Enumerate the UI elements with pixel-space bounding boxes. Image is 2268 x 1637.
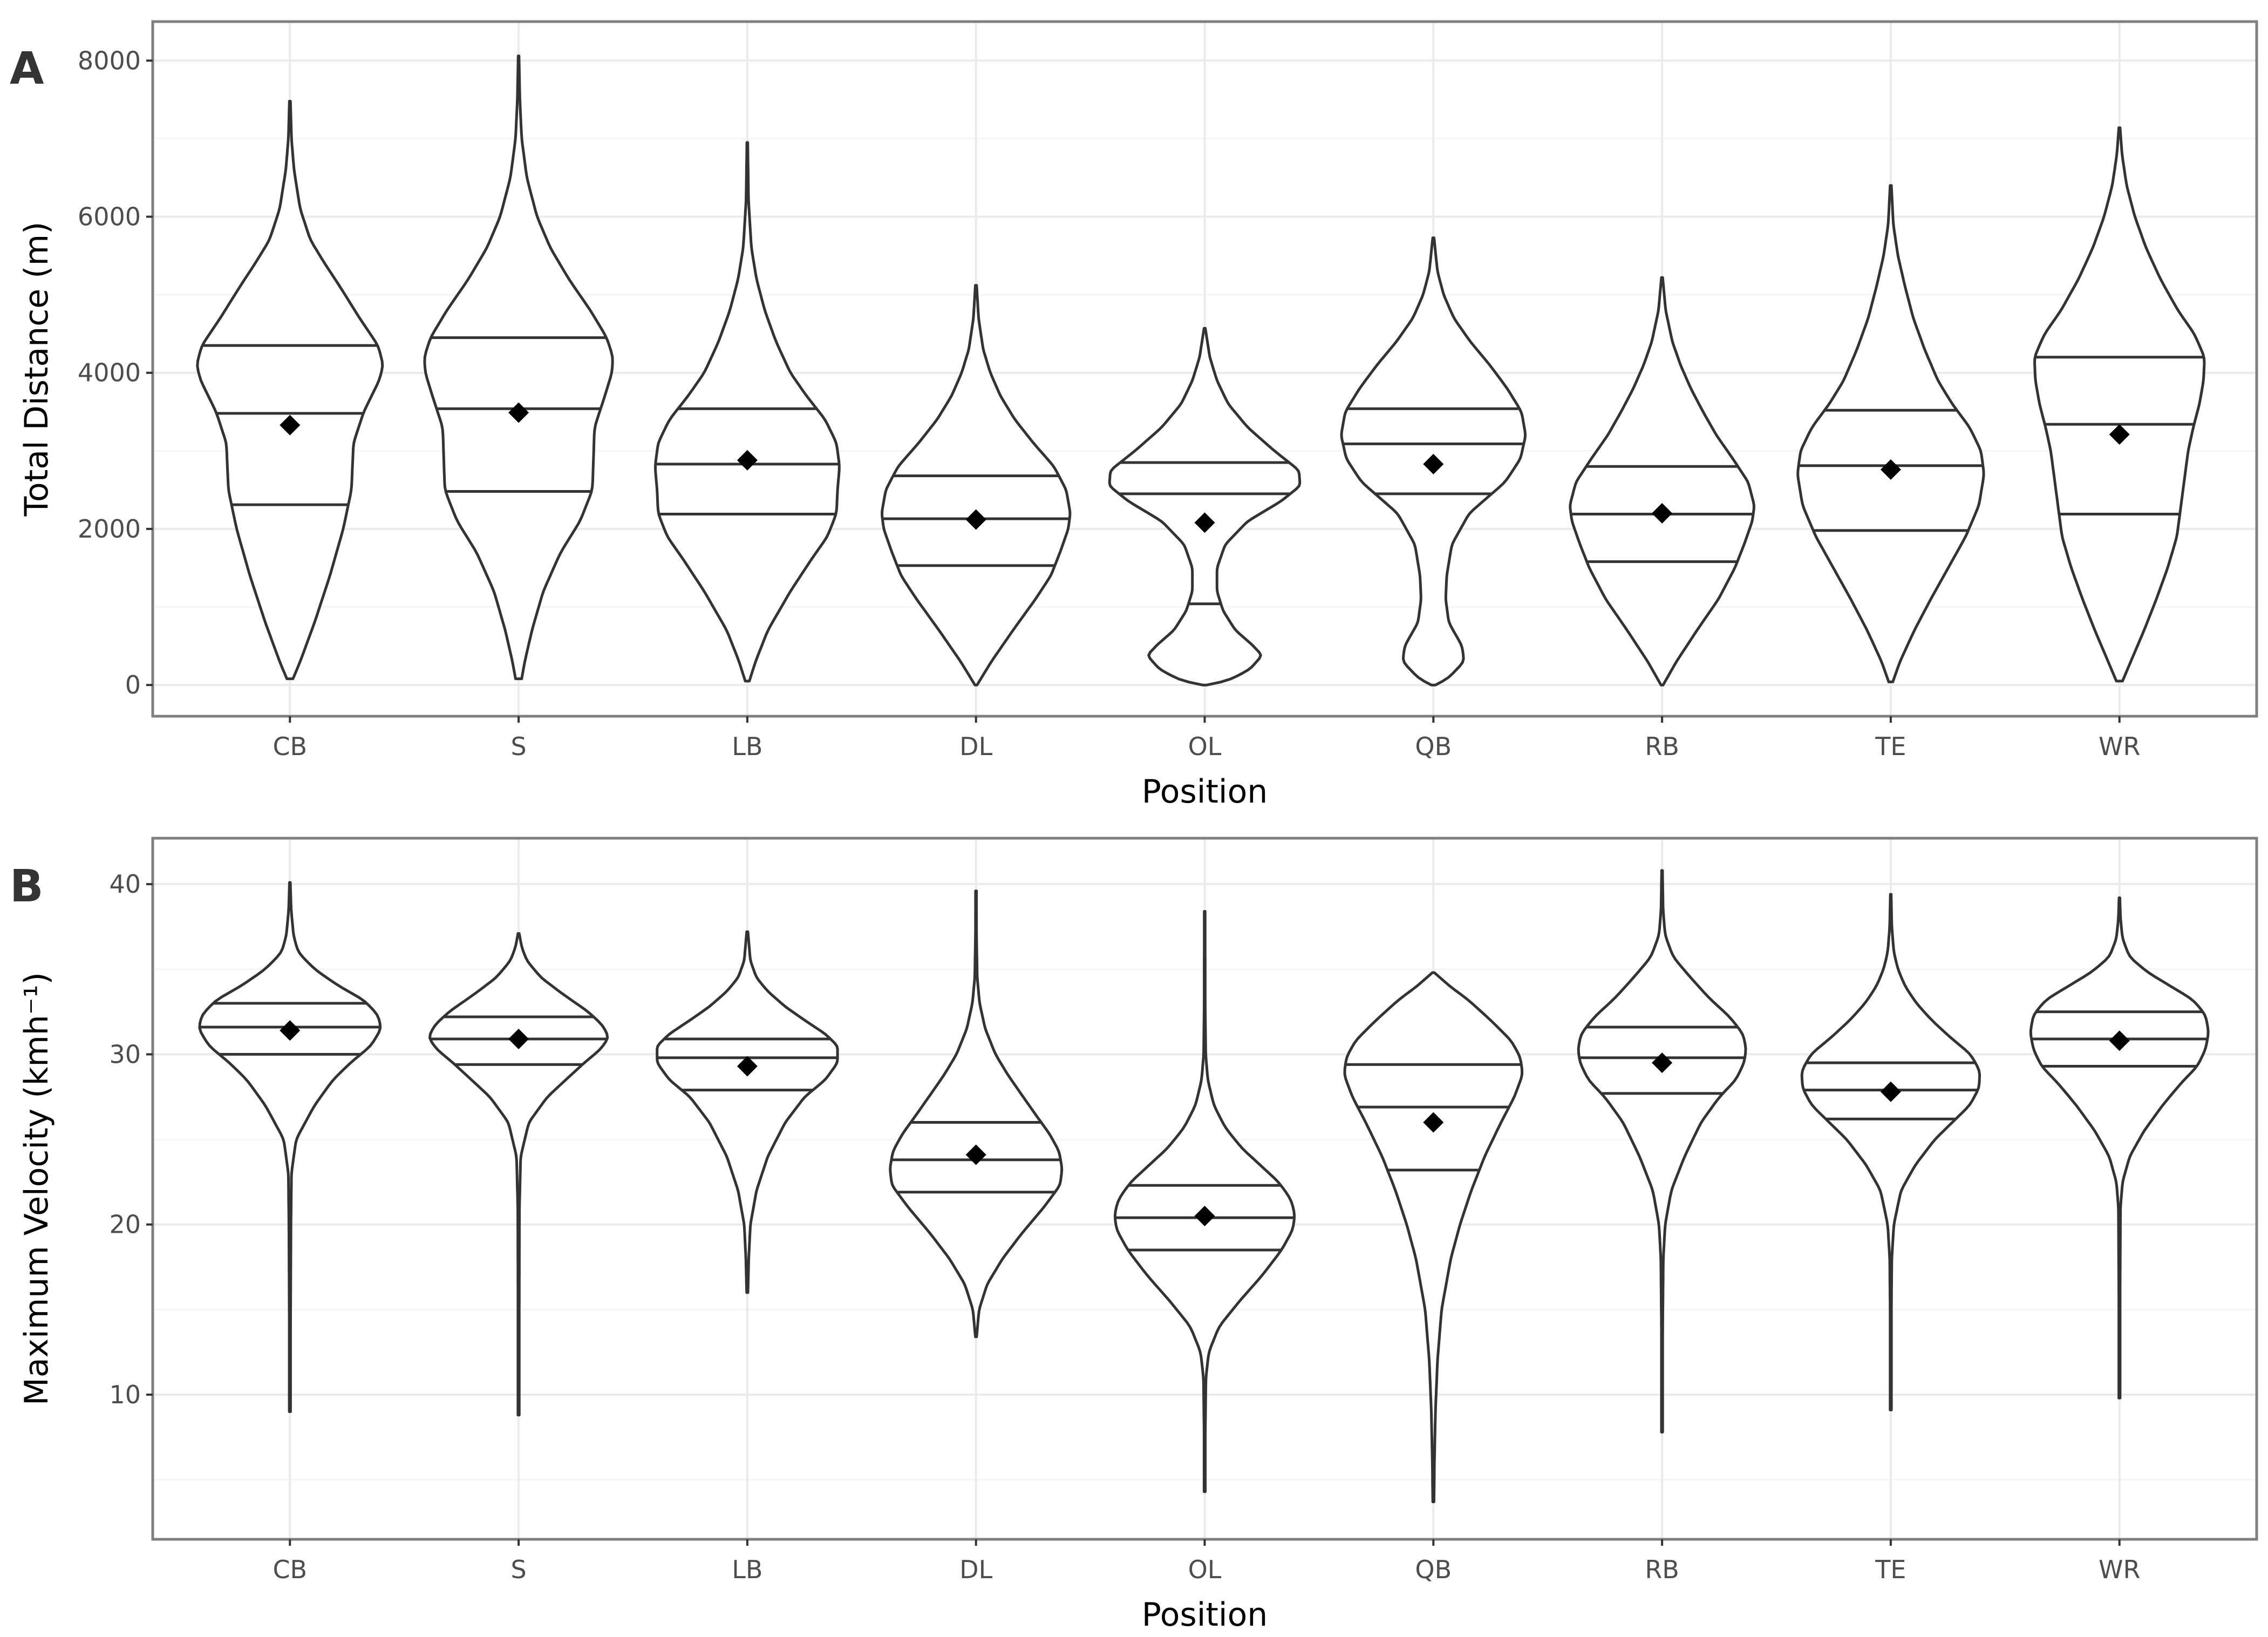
panel-label-b: B — [10, 861, 44, 912]
mean-point-lb — [737, 1056, 758, 1077]
mean-point-wr — [2109, 424, 2130, 445]
violin-b-wr — [2029, 896, 2210, 1400]
mean-point-te — [1880, 459, 1901, 480]
x-tick-label: QB — [1415, 1555, 1452, 1584]
violin-b-cb — [198, 881, 382, 1413]
violin-b-dl — [889, 889, 1064, 1339]
violin-b-rb — [1577, 869, 1747, 1434]
x-tick-label: RB — [1645, 732, 1679, 761]
x-tick-label: QB — [1415, 732, 1452, 761]
mean-point-te — [1880, 1081, 1901, 1102]
violin-b-te — [1800, 893, 1981, 1411]
y-tick-label: 40 — [109, 870, 141, 899]
y-tick-label: 2000 — [78, 514, 141, 544]
violin-a-cb — [196, 100, 384, 681]
y-tick-label: 8000 — [78, 46, 141, 75]
mean-point-qb — [1423, 453, 1444, 474]
x-tick-label: LB — [732, 732, 762, 761]
mean-point-qb — [1423, 1112, 1444, 1133]
mean-point-wr — [2109, 1030, 2130, 1051]
x-tick-label: TE — [1875, 1555, 1906, 1584]
y-axis-title-a: Total Distance (m) — [18, 222, 56, 517]
y-tick-label: 6000 — [78, 202, 141, 232]
x-axis-title-a: Position — [1142, 773, 1268, 811]
x-tick-label: TE — [1875, 732, 1906, 761]
mean-point-cb — [280, 415, 301, 436]
x-tick-label: LB — [732, 1555, 762, 1584]
violin-b-ol — [1113, 910, 1296, 1493]
x-axis-title-b: Position — [1142, 1596, 1268, 1634]
x-tick-label: OL — [1188, 1555, 1222, 1584]
x-tick-label: S — [510, 1555, 526, 1584]
y-tick-label: 4000 — [78, 358, 141, 388]
mean-point-ol — [1194, 1205, 1215, 1226]
violin-a-te — [1796, 184, 1985, 683]
violin-a-rb — [1569, 276, 1755, 687]
x-tick-label: WR — [2099, 732, 2140, 761]
violin-a-dl — [881, 284, 1072, 687]
mean-point-dl — [965, 1144, 986, 1165]
x-tick-label: S — [510, 732, 526, 761]
y-tick-label: 0 — [125, 670, 141, 699]
mean-point-rb — [1652, 1052, 1673, 1074]
violin-a-wr — [2033, 126, 2206, 683]
x-tick-label: RB — [1645, 1555, 1679, 1584]
violin-a-s — [423, 55, 614, 681]
mean-point-dl — [965, 509, 986, 530]
y-tick-label: 30 — [109, 1040, 141, 1069]
x-tick-label: WR — [2099, 1555, 2140, 1584]
mean-point-cb — [280, 1020, 301, 1041]
x-tick-label: DL — [959, 732, 992, 761]
mean-point-s — [508, 1029, 529, 1050]
violin-b-qb — [1343, 971, 1524, 1504]
x-tick-label: OL — [1188, 732, 1222, 761]
mean-point-rb — [1652, 503, 1673, 524]
mean-point-s — [508, 402, 529, 423]
x-tick-label: DL — [959, 1555, 992, 1584]
panel-label-a: A — [10, 43, 44, 94]
mean-point-ol — [1194, 512, 1215, 533]
y-tick-label: 20 — [109, 1210, 141, 1239]
mean-point-lb — [737, 450, 758, 471]
y-tick-label: 10 — [109, 1380, 141, 1409]
x-tick-label: CB — [273, 1555, 307, 1584]
violin-b-lb — [656, 930, 839, 1294]
x-tick-label: CB — [273, 732, 307, 761]
y-axis-title-b: Maximum Velocity (kmh⁻¹) — [18, 972, 56, 1405]
violin-a-lb — [654, 141, 841, 683]
violin-b-s — [428, 932, 609, 1417]
violin-a-ol — [1108, 327, 1302, 687]
